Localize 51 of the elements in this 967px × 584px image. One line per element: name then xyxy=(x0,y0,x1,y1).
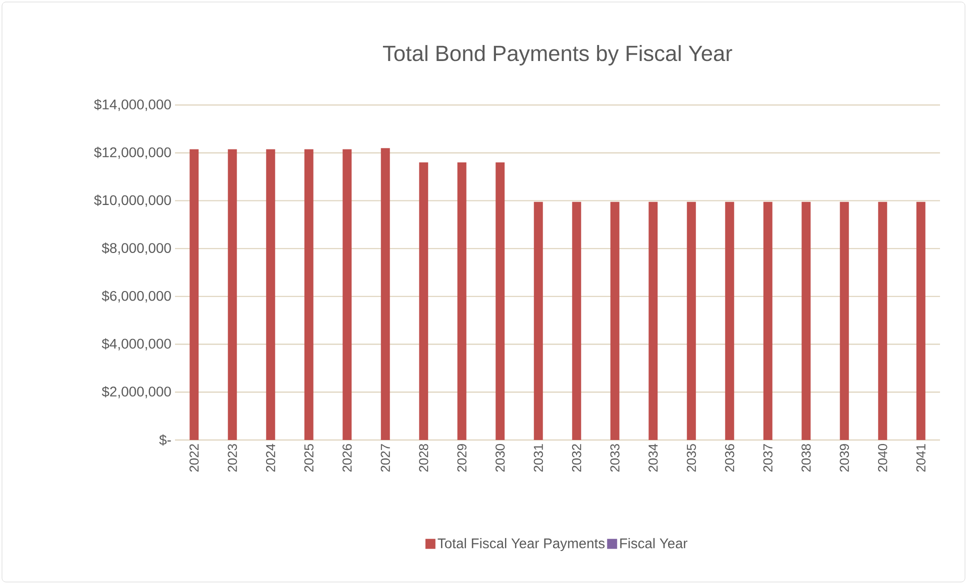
bar xyxy=(572,202,582,440)
y-tick-label: $- xyxy=(159,434,171,446)
y-tick-label: $6,000,000 xyxy=(102,290,171,302)
bar xyxy=(190,149,199,440)
x-tick-label: 2024 xyxy=(266,444,276,472)
bar xyxy=(610,202,620,440)
bar xyxy=(840,202,849,440)
y-tick-label: $12,000,000 xyxy=(94,146,171,159)
bar xyxy=(878,202,888,440)
bar xyxy=(228,149,237,440)
x-tick-label: 2036 xyxy=(725,444,734,472)
y-tick-label: $4,000,000 xyxy=(102,338,171,350)
bar xyxy=(496,162,505,440)
x-tick-label: 2025 xyxy=(304,444,314,472)
bar xyxy=(419,162,428,440)
y-tick-label: $10,000,000 xyxy=(94,194,171,207)
bar xyxy=(648,202,658,440)
bar xyxy=(916,202,926,440)
x-tick-label: 2030 xyxy=(496,444,505,472)
bar xyxy=(380,148,390,440)
legend-label: Total Fiscal Year Payments xyxy=(438,538,605,552)
x-tick-label: 2034 xyxy=(648,444,658,472)
y-tick-label: $14,000,000 xyxy=(94,98,171,112)
x-tick-label: 2038 xyxy=(802,444,811,472)
x-tick-label: 2022 xyxy=(190,444,199,472)
x-tick-label: 2031 xyxy=(534,444,543,472)
bar xyxy=(725,202,734,440)
bar xyxy=(686,202,696,440)
chart-title: Total Bond Payments by Fiscal Year xyxy=(382,45,732,66)
bar xyxy=(266,149,276,440)
x-tick-label: 2035 xyxy=(686,444,696,472)
x-tick-label: 2039 xyxy=(840,444,849,472)
x-tick-label: 2028 xyxy=(419,444,428,472)
x-tick-label: 2029 xyxy=(457,444,466,472)
y-tick-label: $2,000,000 xyxy=(102,386,171,398)
y-tick-label: $8,000,000 xyxy=(102,242,171,255)
x-tick-label: 2033 xyxy=(610,444,620,472)
x-tick-label: 2040 xyxy=(878,444,888,472)
bar xyxy=(763,202,772,440)
x-tick-label: 2023 xyxy=(228,444,237,472)
legend-label: Fiscal Year xyxy=(620,538,688,548)
bar xyxy=(457,162,466,440)
bar xyxy=(342,149,352,440)
x-tick-label: 2026 xyxy=(342,444,352,472)
x-tick-label: 2032 xyxy=(572,444,582,472)
bar xyxy=(534,202,543,440)
bar xyxy=(304,149,314,440)
bar xyxy=(802,202,811,440)
x-tick-label: 2041 xyxy=(916,444,926,472)
x-tick-label: 2037 xyxy=(763,444,772,472)
x-tick-label: 2027 xyxy=(380,444,390,472)
